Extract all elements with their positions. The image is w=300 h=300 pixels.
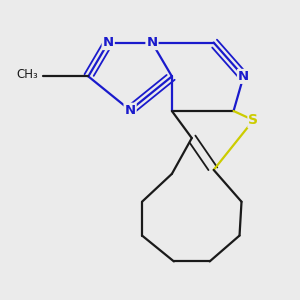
Text: N: N (238, 70, 249, 83)
Text: N: N (124, 104, 136, 117)
Text: N: N (146, 36, 158, 49)
Text: N: N (103, 36, 114, 49)
Text: CH₃: CH₃ (17, 68, 39, 81)
Text: S: S (248, 113, 259, 127)
